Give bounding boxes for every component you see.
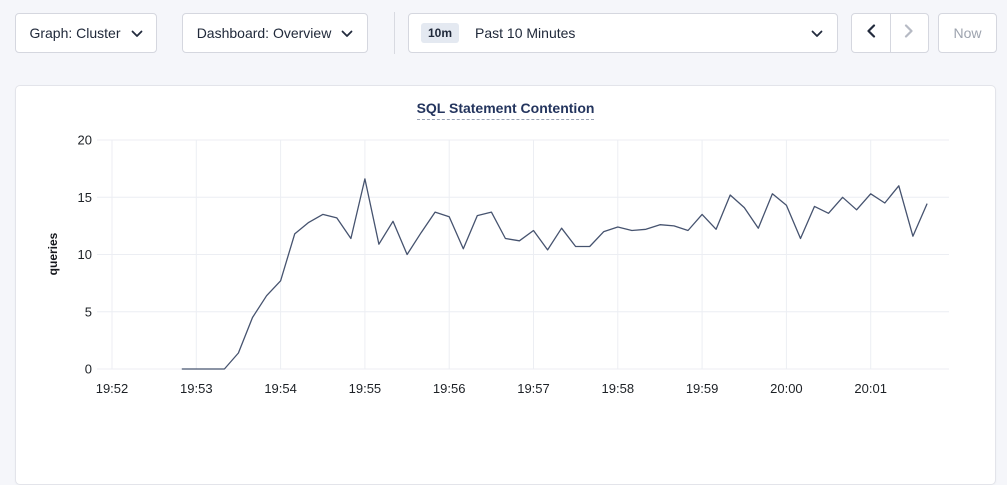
- now-button[interactable]: Now: [938, 13, 997, 53]
- x-tick-label: 19:59: [686, 381, 719, 396]
- now-button-label: Now: [953, 25, 982, 41]
- toolbar-divider: [394, 12, 395, 54]
- x-tick-label: 19:52: [96, 381, 129, 396]
- chevron-left-icon: [866, 23, 876, 43]
- graph-dropdown[interactable]: Graph: Cluster: [15, 13, 157, 53]
- sql-contention-line-chart: 0 5 10 15 20 19:52 19:53 19:54 19:55 19:56 19:57 19…: [46, 133, 949, 396]
- graph-dropdown-label: Graph: Cluster: [29, 25, 121, 41]
- y-tick-label: 10: [78, 247, 92, 262]
- chart-panel: SQL Statement Contention 0 5 10 15 20 19:52 19…: [15, 85, 996, 485]
- x-tick-label: 19:55: [349, 381, 382, 396]
- y-tick-label: 15: [78, 190, 92, 205]
- time-window-label: Past 10 Minutes: [475, 25, 576, 41]
- x-tick-label: 19:57: [517, 381, 550, 396]
- x-tick-label: 19:53: [180, 381, 213, 396]
- x-tick-label: 19:58: [602, 381, 635, 396]
- time-window-badge: 10m: [421, 23, 460, 43]
- next-range-button[interactable]: [889, 14, 929, 52]
- y-tick-label: 0: [85, 362, 92, 377]
- dashboard-dropdown[interactable]: Dashboard: Overview: [182, 13, 368, 53]
- time-step-arrows: [851, 13, 929, 53]
- chart-title-row: SQL Statement Contention: [16, 100, 995, 120]
- x-tick-label: 19:56: [433, 381, 466, 396]
- chevron-down-icon: [811, 25, 823, 41]
- x-tick-label: 19:54: [264, 381, 297, 396]
- y-axis-label: queries: [46, 232, 60, 275]
- prev-range-button[interactable]: [852, 14, 890, 52]
- y-tick-label: 5: [85, 304, 92, 319]
- dashboard-dropdown-label: Dashboard: Overview: [196, 25, 332, 41]
- y-tick-label: 20: [78, 133, 92, 148]
- chevron-down-icon: [131, 25, 143, 41]
- chevron-right-icon: [904, 23, 914, 43]
- x-tick-label: 20:00: [770, 381, 803, 396]
- chart-line-queries: [181, 178, 928, 370]
- chart-title[interactable]: SQL Statement Contention: [416, 100, 595, 120]
- x-tick-label: 20:01: [854, 381, 887, 396]
- time-range-picker[interactable]: 10m Past 10 Minutes: [408, 13, 838, 53]
- chevron-down-icon: [341, 25, 353, 41]
